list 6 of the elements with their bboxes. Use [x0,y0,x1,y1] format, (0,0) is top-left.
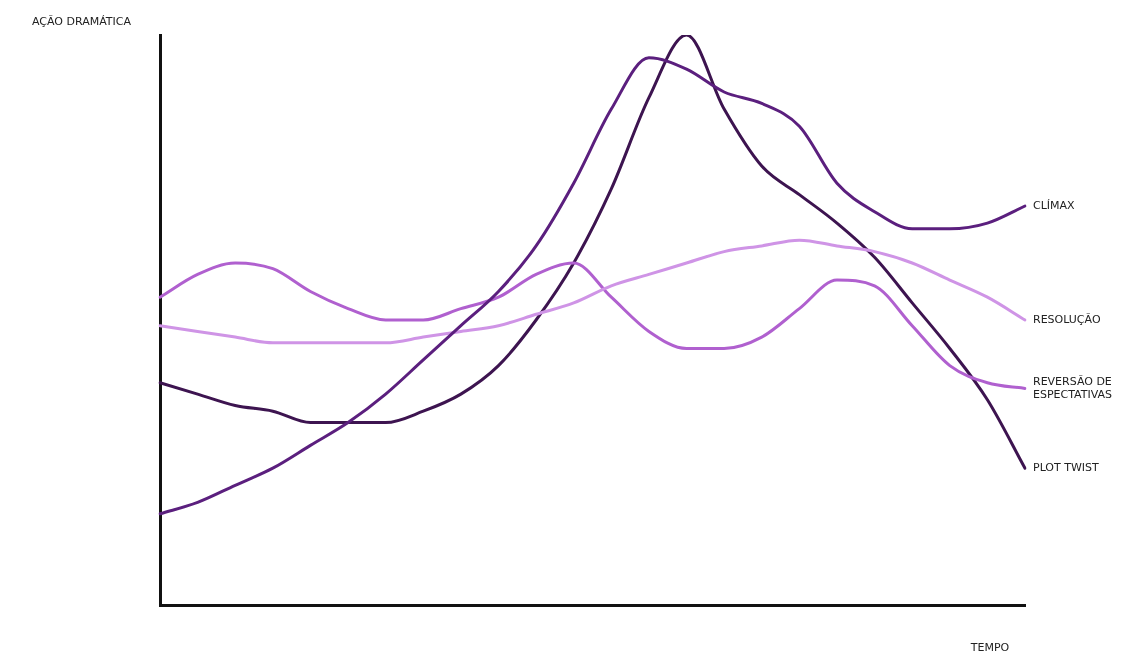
series-label: CLÍMAX [1033,198,1076,212]
x-axis-title: TEMPO [969,640,1010,654]
series-label: RESOLUÇÃO [1033,312,1101,326]
series-label: PLOT TWIST [1033,461,1100,475]
series-label: REVERSÃO DE ESPECTATIVAS [1033,374,1113,401]
y-axis-title: AÇÃO DRAMÁTICA [32,14,132,28]
